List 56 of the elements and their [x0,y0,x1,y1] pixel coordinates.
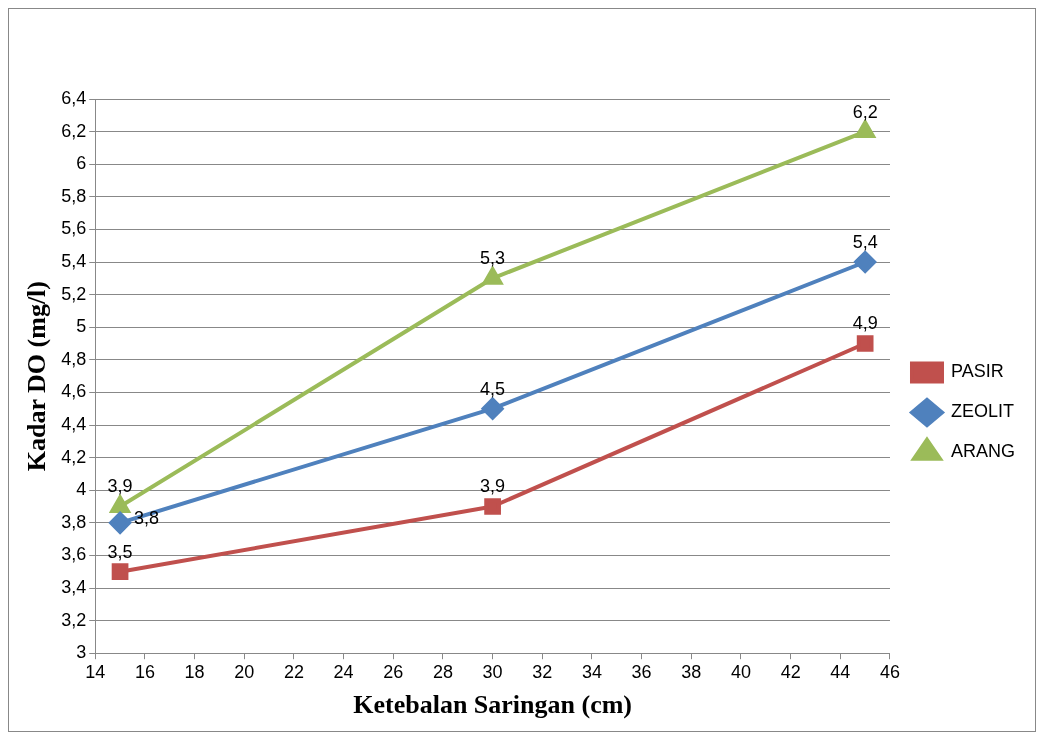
point [481,397,504,420]
x-tick-label: 36 [631,661,652,682]
x-tick-label: 16 [134,661,155,682]
legend-label: ZEOLIT [950,401,1014,422]
x-tick-label: 40 [730,661,751,682]
data-label: 5,3 [480,248,506,269]
data-label: 4,5 [480,378,506,399]
x-tick-label: 18 [184,661,205,682]
y-tick-label: 3 [76,642,87,663]
x-tick-label: 34 [581,661,602,682]
point [855,120,875,139]
x-tick-label: 38 [681,661,702,682]
y-tick-label: 4,2 [61,446,87,467]
y-tick-label: 4,6 [61,381,87,402]
x-tick-label: 26 [383,661,404,682]
data-label: 6,2 [852,101,878,122]
data-label: 5,4 [852,231,878,252]
data-label: 3,9 [480,476,506,497]
y-tick-label: 4,4 [61,413,87,434]
y-tick-label: 4 [76,479,87,500]
y-tick-label: 5 [76,316,87,337]
y-tick-label: 3,6 [61,544,87,565]
x-tick-label: 32 [532,661,553,682]
y-tick-label: 6 [76,153,87,174]
y-tick-label: 6,4 [61,87,87,108]
x-tick-label: 42 [780,661,801,682]
y-tick-label: 4,8 [61,348,87,369]
point [482,267,503,285]
data-label: 4,9 [852,313,878,334]
y-tick-label: 5,6 [61,218,87,239]
x-axis-title: Ketebalan Saringan (cm) [353,690,632,720]
x-tick-label: 24 [333,661,354,682]
x-tick-label: 28 [432,661,453,682]
data-label: 3,5 [107,541,133,562]
x-tick-label: 14 [85,661,106,682]
legend-label: ARANG [950,441,1015,462]
x-tick-label: 22 [283,661,304,682]
y-tick-label: 3,4 [61,576,87,597]
point [109,511,132,534]
legend-label: PASIR [950,361,1004,382]
data-label: 3,9 [107,476,133,497]
y-tick-label: 6,2 [61,120,87,141]
y-tick-label: 3,8 [61,511,87,532]
y-tick-label: 5,8 [61,185,87,206]
x-tick-label: 46 [879,661,900,682]
x-tick-label: 20 [234,661,255,682]
y-axis-title: Kadar DO (mg/l) [22,281,52,472]
point [854,251,877,273]
x-tick-label: 30 [482,661,503,682]
point [111,563,129,581]
x-tick-label: 44 [830,661,851,682]
y-tick-label: 5,2 [61,283,87,304]
point [484,498,501,515]
point [856,335,874,352]
y-tick-label: 5,4 [61,250,87,271]
y-tick-label: 3,2 [61,609,87,630]
